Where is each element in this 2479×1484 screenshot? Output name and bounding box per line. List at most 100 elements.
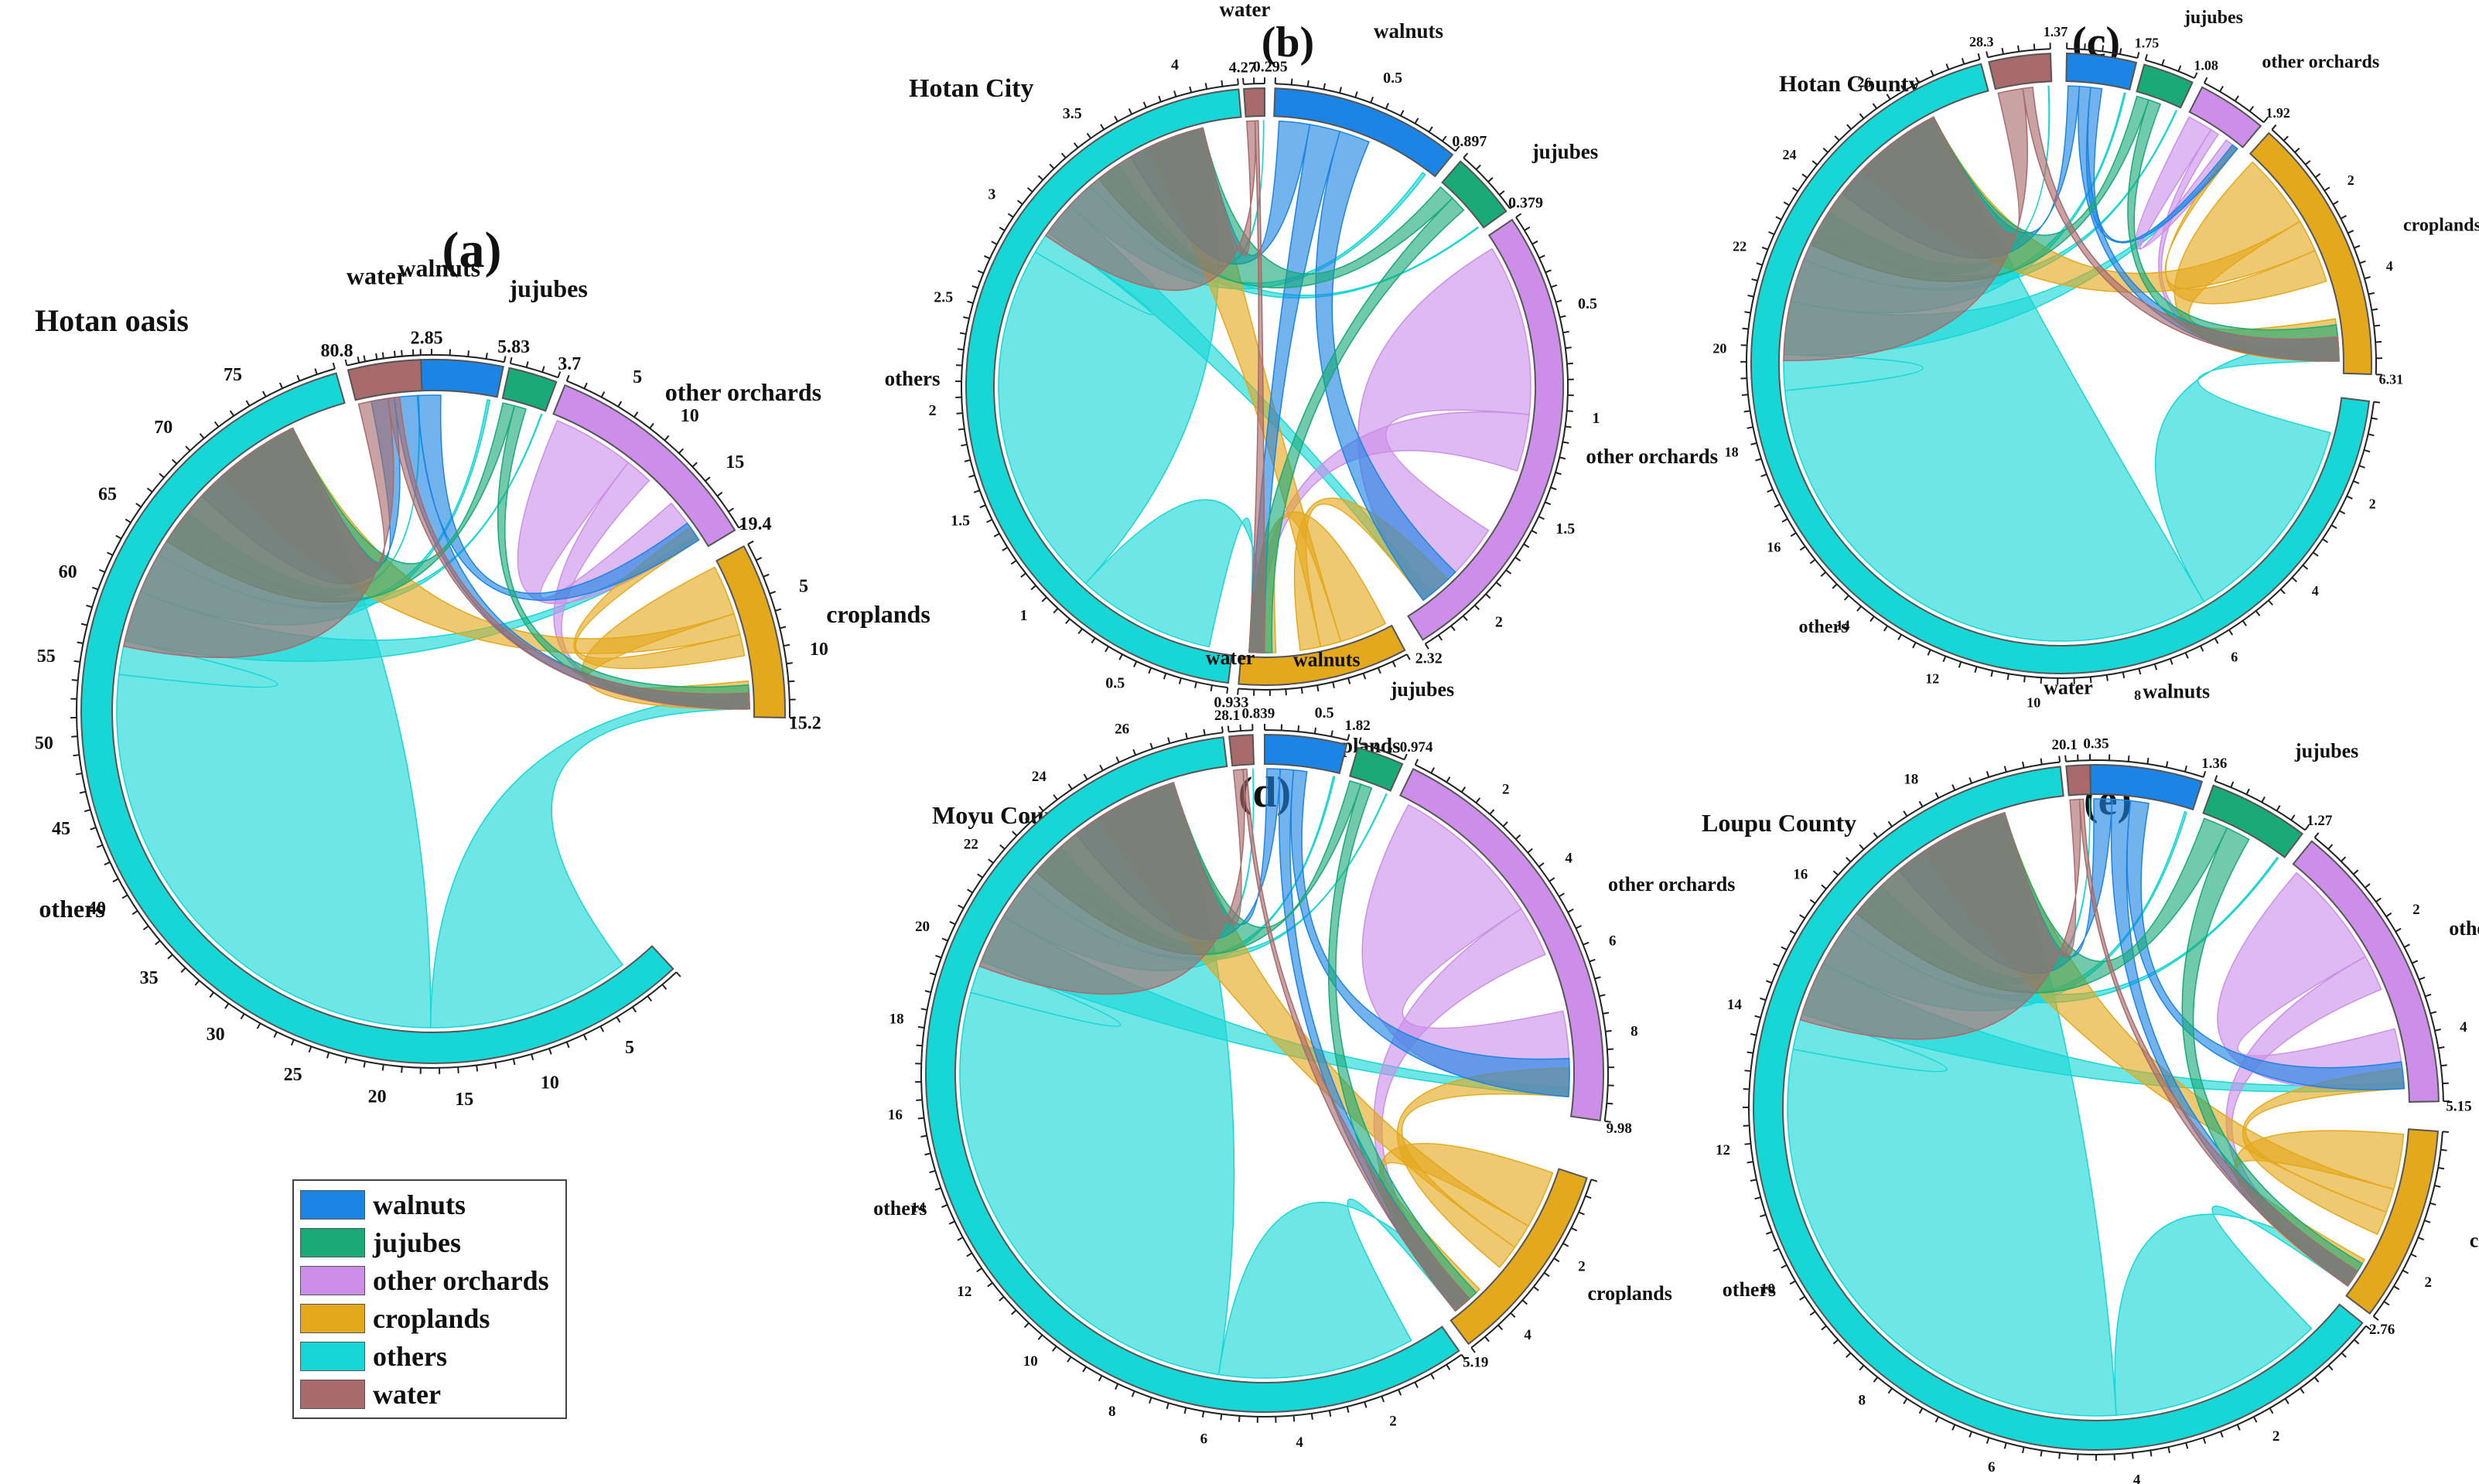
tick-mark — [1750, 442, 1757, 445]
tick-mark — [2230, 781, 2235, 788]
tick-label: 4 — [1171, 56, 1179, 73]
ribbon-walnuts-to-other-orchards — [2085, 87, 2238, 244]
tick-mark — [112, 878, 119, 883]
tick-mark — [1515, 834, 1521, 840]
tick-label: 5 — [633, 367, 642, 387]
sector-jujubes: 0.974 jujubes — [1349, 678, 1454, 792]
tick-mark — [1799, 914, 1805, 919]
tick-mark — [2234, 95, 2239, 102]
sector-name-label: jujubes — [1390, 678, 1454, 701]
sector-total-label: 1.08 — [2194, 57, 2218, 73]
legend-item-jujubes: jujubes — [300, 1223, 561, 1261]
tick-label: 8 — [2134, 687, 2141, 703]
tick-mark — [125, 518, 131, 524]
tick-mark — [1799, 1295, 1805, 1301]
tick-mark — [326, 1052, 330, 1059]
tick-label: 25 — [284, 1065, 302, 1085]
tick-label: 3 — [988, 186, 995, 203]
tick-mark — [278, 382, 284, 389]
tick-mark — [2001, 47, 2004, 55]
tick-mark — [935, 954, 942, 959]
tick-mark — [1332, 681, 1335, 688]
tick-mark — [1903, 810, 1908, 817]
tick-mark — [2412, 960, 2419, 964]
tick-mark — [557, 371, 562, 378]
tick-mark — [2003, 766, 2007, 773]
tick-mark — [2214, 637, 2219, 644]
tick-mark — [1450, 625, 1456, 632]
tick-mark — [1533, 1286, 1539, 1291]
tick-mark — [2023, 676, 2026, 683]
tick-mark — [1789, 1280, 1796, 1285]
sector-axis — [566, 380, 740, 529]
tick-mark — [1292, 1415, 1296, 1422]
tick-mark — [75, 773, 83, 776]
tick-mark — [691, 462, 698, 468]
sector-other-orchards: 1.92 other orchards — [2188, 52, 2379, 148]
sector-arc-other-orchards — [2188, 86, 2262, 148]
tick-mark — [1227, 725, 1230, 732]
tick-mark — [917, 1117, 924, 1120]
tick-mark — [1986, 1437, 1990, 1444]
tick-mark — [1553, 1257, 1560, 1263]
tick-mark — [1388, 747, 1393, 754]
tick-mark — [582, 1034, 588, 1041]
tick-mark — [273, 1031, 278, 1038]
tick-label: 18 — [890, 1011, 904, 1027]
tick-mark — [2245, 788, 2250, 795]
legend-swatch-croplands — [300, 1303, 365, 1333]
tick-mark — [1442, 135, 1447, 142]
tick-mark — [1470, 1346, 1476, 1353]
sector-arc-walnuts — [2089, 764, 2204, 811]
tick-mark — [1497, 1324, 1504, 1331]
sector-water: 0.839 water — [1206, 646, 1275, 767]
tick-mark — [1872, 103, 1878, 109]
tick-mark — [1414, 759, 1419, 766]
sector-name-label: water — [1219, 0, 1270, 21]
tick-mark — [2058, 1452, 2061, 1459]
tick-mark — [1846, 124, 1852, 130]
tick-mark — [1495, 582, 1502, 587]
tick-mark — [2214, 775, 2218, 782]
tick-mark — [344, 1057, 348, 1064]
legend-swatch-water — [300, 1379, 365, 1409]
tick-mark — [2440, 1148, 2447, 1151]
tick-mark — [1781, 518, 1788, 523]
tick-mark — [2442, 1082, 2449, 1085]
tick-mark — [988, 858, 994, 864]
sector-name-label: water — [2044, 677, 2093, 699]
tick-label: 14 — [911, 1200, 927, 1216]
sector-walnuts: 0.5 0.897 walnuts — [1273, 19, 1487, 178]
tick-mark — [1575, 925, 1583, 930]
tick-mark — [2327, 844, 2334, 850]
tick-mark — [2165, 761, 2169, 768]
tick-mark — [1083, 773, 1088, 780]
tick-mark — [1843, 595, 1849, 601]
sector-axis — [2204, 82, 2265, 123]
tick-mark — [1067, 1356, 1072, 1363]
tick-mark — [2313, 1377, 2320, 1383]
sector-arc-other-orchards — [1399, 767, 1604, 1122]
tick-mark — [647, 995, 653, 1002]
tick-mark — [705, 476, 711, 482]
tick-mark — [583, 382, 588, 389]
tick-mark — [167, 954, 173, 960]
tick-mark — [1414, 1381, 1419, 1388]
tick-mark — [180, 967, 186, 974]
tick-mark — [1912, 642, 1917, 649]
tick-mark — [71, 735, 78, 738]
tick-label: 2 — [1495, 614, 1503, 631]
ribbon-jujubes-to-croplands — [1248, 197, 1465, 653]
tick-mark — [1454, 145, 1460, 152]
ribbon-others-to-croplands — [2155, 336, 2340, 603]
tick-mark — [363, 1061, 367, 1068]
tick-mark — [1583, 941, 1589, 946]
tick-mark — [2040, 677, 2043, 684]
sector-other-orchards: 2 4 5.15 other orchards — [2292, 832, 2479, 1114]
tick-mark — [1086, 132, 1091, 139]
tick-mark — [84, 809, 91, 813]
tick-mark — [1114, 115, 1118, 122]
tick-mark — [2434, 1029, 2441, 1032]
tick-mark — [1951, 1424, 1956, 1431]
